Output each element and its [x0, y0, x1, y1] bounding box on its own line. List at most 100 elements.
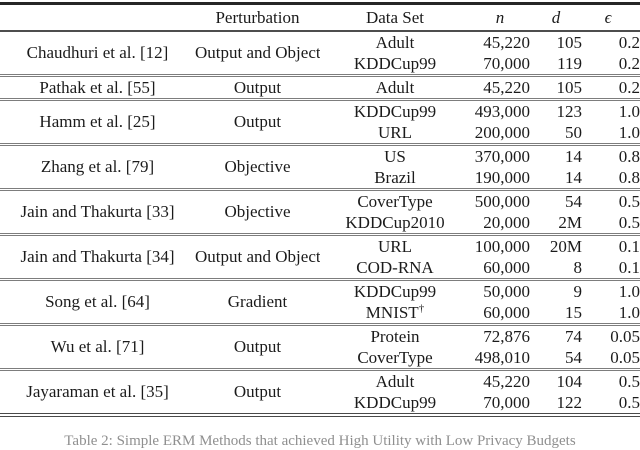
dataset-cell: COD-RNA [356, 257, 434, 277]
table-row: Pathak et al. [55] Output Adult 45,220 1… [0, 75, 640, 99]
epsilon-cell: 0.5 [618, 392, 640, 412]
d-cell: 8 [573, 257, 583, 277]
table-row: URL 200,000 50 1.0 [0, 122, 640, 145]
n-cell: 70,000 [483, 392, 530, 412]
dataset-cell: CoverType [357, 191, 433, 211]
epsilon-cell: 1.0 [618, 302, 640, 322]
d-cell: 15 [565, 302, 582, 322]
table-row: KDDCup2010 20,000 2M 0.5 [0, 212, 640, 235]
dataset-cell: URL [378, 236, 412, 256]
author-cell: Song et al. [64] [45, 292, 150, 311]
author-cell: Jain and Thakurta [34] [20, 247, 175, 266]
dataset-cell: Adult [375, 32, 415, 52]
epsilon-cell: 1.0 [618, 281, 640, 301]
d-cell: 20M [549, 236, 582, 256]
author-cell: Chaudhuri et al. [12] [26, 43, 169, 62]
n-cell: 60,000 [483, 257, 530, 277]
epsilon-cell: 0.1 [618, 257, 640, 277]
d-cell: 14 [565, 167, 582, 187]
author-cell: Zhang et al. [79] [40, 157, 155, 176]
dataset-cell: KDDCup99 [353, 281, 437, 301]
n-cell: 60,000 [483, 302, 530, 322]
dataset-cell: US [384, 146, 406, 166]
n-cell: 100,000 [474, 236, 530, 256]
group-song: Song et al. [64] Gradient KDDCup99 50,00… [0, 279, 640, 324]
header-d: d [551, 7, 561, 27]
d-cell: 54 [565, 191, 582, 211]
header-epsilon: ϵ [604, 7, 612, 27]
table-row: CoverType 498,010 54 0.05 [0, 347, 640, 370]
header-row: Perturbation Data Set n d ϵ [0, 4, 640, 31]
perturbation-cell: Output [233, 112, 282, 131]
group-pathak: Pathak et al. [55] Output Adult 45,220 1… [0, 75, 640, 99]
table-row: Zhang et al. [79] Objective US 370,000 1… [0, 144, 640, 177]
table-row: COD-RNA 60,000 8 0.1 [0, 257, 640, 280]
d-cell: 119 [557, 53, 582, 73]
table-row: Jayaraman et al. [35] Output Adult 45,22… [0, 369, 640, 402]
epsilon-cell: 1.0 [618, 101, 640, 121]
table-caption: Table 2: Simple ERM Methods that achieve… [64, 433, 576, 449]
perturbation-cell: Output and Objective [195, 247, 320, 266]
epsilon-cell: 0.2 [618, 77, 640, 97]
n-cell: 20,000 [483, 212, 530, 232]
perturbation-cell: Gradient [227, 292, 288, 311]
group-zhang: Zhang et al. [79] Objective US 370,000 1… [0, 144, 640, 189]
table-row: MNIST† 60,000 15 1.0 [0, 302, 640, 325]
dataset-cell: Brazil [374, 167, 416, 187]
epsilon-cell: 0.8 [618, 167, 640, 187]
d-cell: 105 [556, 77, 583, 97]
n-cell: 45,220 [483, 32, 530, 52]
epsilon-cell: 0.5 [618, 191, 640, 211]
n-cell: 45,220 [483, 77, 530, 97]
d-cell: 50 [565, 122, 582, 142]
group-jain-33: Jain and Thakurta [33] Objective CoverTy… [0, 189, 640, 234]
d-cell: 74 [565, 326, 582, 346]
dataset-cell: Adult [375, 77, 415, 97]
n-cell: 50,000 [483, 281, 530, 301]
perturbation-cell: Output and Objective [195, 43, 320, 62]
epsilon-cell: 0.5 [618, 371, 640, 391]
epsilon-cell: 1.0 [618, 122, 640, 142]
group-chaudhuri: Chaudhuri et al. [12] Output and Objecti… [0, 30, 640, 76]
group-jayaraman: Jayaraman et al. [35] Output Adult 45,22… [0, 369, 640, 415]
author-cell: Wu et al. [71] [50, 337, 145, 356]
n-cell: 500,000 [474, 191, 530, 211]
perturbation-cell: Output [233, 77, 282, 97]
d-cell: 9 [573, 281, 583, 301]
dataset-cell: KDDCup99 [353, 53, 437, 73]
table-row: Song et al. [64] Gradient KDDCup99 50,00… [0, 279, 640, 312]
perturbation-cell: Objective [224, 202, 291, 221]
author-cell: Jayaraman et al. [35] [26, 382, 169, 401]
n-cell: 498,010 [474, 347, 530, 367]
d-cell: 122 [556, 392, 583, 412]
table-row: KDDCup99 70,000 122 0.5 [0, 392, 640, 415]
epsilon-cell: 0.05 [610, 326, 640, 346]
dataset-cell: KDDCup99 [353, 392, 437, 412]
table-row: Wu et al. [71] Output Protein 72,876 74 … [0, 324, 640, 357]
table-row: KDDCup99 70,000 119 0.2 [0, 53, 640, 76]
dataset-cell: Adult [375, 371, 415, 391]
erm-methods-table: Perturbation Data Set n d ϵ Chaudhuri et… [0, 2, 640, 417]
table-row: Chaudhuri et al. [12] Output and Objecti… [0, 31, 640, 63]
dataset-cell: URL [378, 122, 412, 142]
d-cell: 54 [565, 347, 582, 367]
epsilon-cell: 0.1 [618, 236, 640, 256]
table-row: Brazil 190,000 14 0.8 [0, 167, 640, 190]
perturbation-cell: Output [233, 337, 282, 356]
author-cell: Hamm et al. [25] [39, 112, 156, 131]
d-cell: 105 [556, 32, 583, 52]
dataset-cell: CoverType [357, 347, 433, 367]
epsilon-cell: 0.5 [618, 212, 640, 232]
n-cell: 200,000 [474, 122, 530, 142]
table-row: Hamm et al. [25] Output KDDCup99 493,000… [0, 99, 640, 132]
n-cell: 190,000 [474, 167, 530, 187]
dataset-cell: KDDCup99 [353, 101, 437, 121]
group-hamm: Hamm et al. [25] Output KDDCup99 493,000… [0, 99, 640, 144]
table-row: Jain and Thakurta [34] Output and Object… [0, 234, 640, 267]
d-cell: 2M [558, 212, 582, 232]
epsilon-cell: 0.8 [618, 146, 640, 166]
epsilon-cell: 0.2 [618, 53, 640, 73]
epsilon-cell: 0.05 [610, 347, 640, 367]
author-cell: Jain and Thakurta [33] [20, 202, 175, 221]
